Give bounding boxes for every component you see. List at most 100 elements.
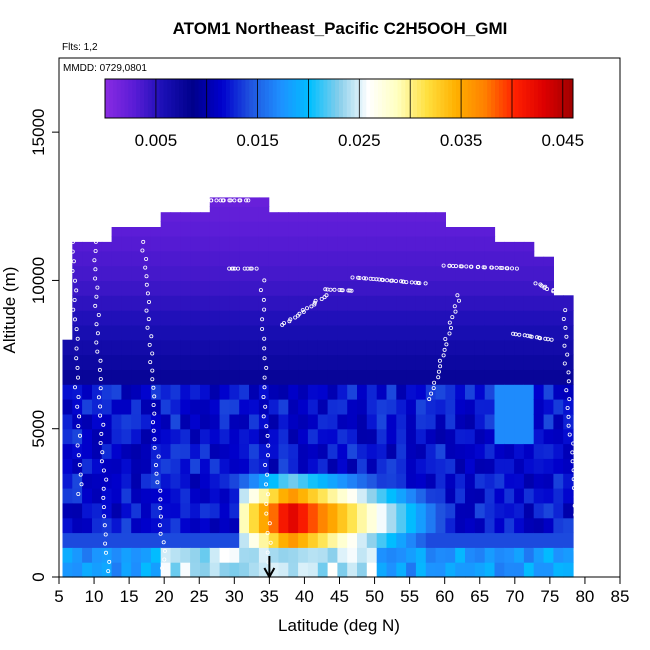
heatmap-cell (62, 369, 73, 385)
heatmap-cell (425, 250, 437, 267)
heatmap-cell (268, 413, 280, 430)
heatmap-cell (563, 502, 574, 519)
colorbar-segment (311, 79, 317, 118)
heatmap-cell (229, 502, 240, 519)
heatmap-cell (406, 502, 417, 519)
heatmap-cell (445, 458, 456, 474)
colorbar-tick-label: 0.045 (542, 131, 585, 150)
heatmap-cell (307, 250, 319, 267)
track-point (106, 569, 111, 574)
heatmap-cell (396, 310, 407, 326)
heatmap-cell (258, 197, 270, 207)
heatmap-cell (180, 399, 191, 415)
heatmap-cell (406, 354, 417, 370)
heatmap-cell (533, 256, 545, 267)
colorbar-segment (413, 79, 418, 118)
colorbar-segment (432, 79, 437, 118)
x-tick-label: 25 (190, 587, 209, 606)
heatmap-cell (386, 324, 397, 341)
heatmap-cell (121, 227, 132, 237)
heatmap-cell (484, 295, 496, 311)
colorbar-segment (428, 79, 434, 118)
track-point (76, 394, 81, 399)
track-point (447, 320, 452, 325)
heatmap-cell (484, 428, 496, 445)
track-point (75, 365, 80, 370)
colorbar-segment (335, 79, 340, 118)
heatmap-cell (180, 488, 191, 504)
heatmap-cell (504, 428, 515, 445)
heatmap-cell (170, 532, 181, 548)
heatmap-cell (278, 235, 289, 252)
colorbar-segment (136, 79, 141, 118)
colorbar-segment (459, 79, 465, 118)
heatmap-cell (435, 369, 446, 385)
heatmap-cell (150, 227, 162, 237)
x-axis: 5 10 15 20 25 30 35 40 45 50 55 60 65 70 75 80 85 (54, 576, 629, 606)
heatmap-cell (180, 413, 191, 430)
heatmap-cell (160, 324, 172, 341)
heatmap-cell (376, 221, 388, 237)
heatmap-cell (494, 310, 505, 326)
heatmap-cell (337, 280, 348, 296)
heatmap-cell (239, 473, 250, 489)
track-point (104, 550, 109, 555)
y-tick-label: 5000 (29, 410, 48, 448)
heatmap-cell (101, 428, 113, 445)
track-point (323, 287, 328, 292)
colorbar-segment (331, 79, 336, 118)
heatmap-cell (150, 280, 162, 296)
colorbar-segment (303, 79, 309, 118)
heatmap-cell (190, 221, 201, 237)
heatmap-cell (396, 369, 407, 385)
heatmap-cell (200, 354, 211, 370)
heatmap-cell (504, 310, 515, 326)
heatmap-cell (425, 443, 437, 459)
heatmap-cell (82, 458, 93, 474)
heatmap-cell (258, 265, 270, 281)
heatmap-cell (288, 547, 299, 563)
colorbar-segment (120, 79, 125, 118)
heatmap-cell (82, 280, 93, 296)
colorbar-segment (206, 79, 211, 118)
heatmap-cell (72, 517, 83, 534)
track-point (95, 331, 100, 336)
colorbar-segment (510, 79, 515, 118)
track-point (140, 248, 145, 253)
heatmap-cell (150, 428, 162, 445)
heatmap-cell (219, 562, 230, 578)
heatmap-cell (366, 310, 378, 326)
heatmap-cell (141, 443, 152, 459)
track-point (482, 265, 487, 270)
track-point (494, 265, 499, 270)
track-point (399, 279, 404, 284)
track-point (100, 450, 105, 455)
x-tick-label: 60 (435, 587, 454, 606)
heatmap-cell (258, 235, 270, 252)
heatmap-cell (101, 488, 113, 504)
track-point (566, 379, 571, 384)
heatmap-cell (465, 384, 476, 400)
heatmap-cell (553, 413, 564, 430)
track-point (144, 282, 149, 287)
heatmap-cell (406, 562, 417, 578)
heatmap-cell (553, 354, 564, 370)
track-point (539, 283, 544, 288)
heatmap-cell (465, 280, 476, 296)
flights-label: Flts: 1,2 (62, 42, 98, 53)
heatmap-cell (249, 502, 260, 519)
heatmap-cell (209, 310, 221, 326)
heatmap-cell (92, 310, 103, 326)
heatmap-cell (327, 295, 338, 311)
track-point (361, 276, 366, 281)
heatmap-cell (514, 241, 525, 252)
heatmap-cell (406, 384, 417, 400)
heatmap-cell (200, 310, 211, 326)
heatmap-cell (406, 369, 417, 385)
heatmap-cell (190, 250, 201, 267)
heatmap-cell (288, 488, 299, 504)
heatmap-cell (415, 339, 427, 356)
heatmap-cell (357, 547, 368, 563)
heatmap-cell (121, 473, 132, 489)
heatmap-cell (327, 280, 338, 296)
